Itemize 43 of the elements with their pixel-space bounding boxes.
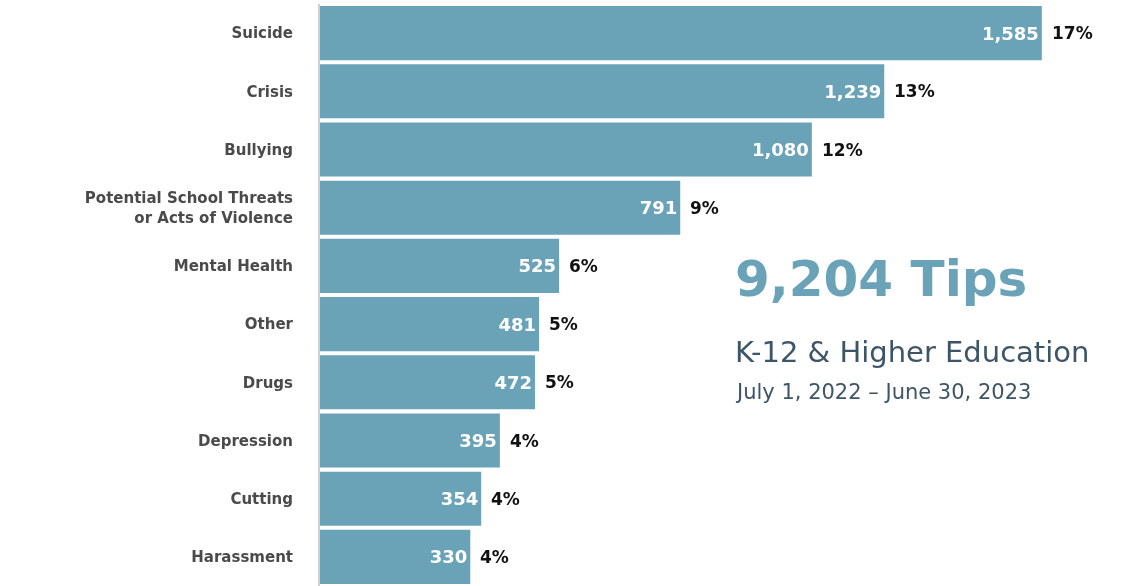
data-label: 1,080: [751, 139, 809, 160]
annotation: 4%: [491, 489, 520, 509]
annotation: 4%: [480, 547, 509, 567]
bar: [320, 413, 500, 468]
data-label: 330: [429, 546, 468, 568]
data-label: 525: [518, 255, 557, 277]
text: K-12 & Higher Education: [735, 335, 1090, 369]
annotation: 5%: [549, 314, 578, 334]
bar: [320, 6, 1042, 61]
y-tick-label: Suicide: [231, 24, 293, 43]
annotation: 5%: [545, 372, 574, 392]
bar: [320, 238, 560, 293]
text: 9,204 Tips: [735, 250, 1028, 308]
y-tick-label: Bullying: [224, 140, 293, 159]
bar: [320, 180, 681, 235]
annotation: 6%: [569, 256, 598, 276]
bar: [320, 122, 812, 177]
annotation: 13%: [894, 81, 935, 101]
bar: [320, 529, 471, 584]
annotation: 4%: [510, 431, 539, 451]
y-tick-label: Harassment: [191, 548, 293, 567]
annotation: July 1, 2022 – June 30, 2023: [735, 380, 1032, 404]
annotation: 9%: [690, 198, 719, 218]
bar: [320, 471, 482, 526]
y-tick-label: Depression: [198, 431, 293, 450]
y-tick-label: Drugs: [242, 373, 294, 392]
annotation: 17%: [1052, 23, 1093, 43]
bar: [320, 297, 540, 352]
data-label: 472: [494, 371, 532, 393]
bar: [320, 355, 535, 410]
y-tick-label: Cutting: [230, 489, 293, 508]
data-label: 395: [459, 430, 497, 451]
bar: [320, 64, 885, 119]
data-label: 791: [639, 197, 678, 219]
data-label: 1,585: [981, 22, 1039, 44]
y-tick-label: Other: [244, 315, 294, 334]
data-label: 354: [440, 488, 479, 510]
y-tick-label: Crisis: [246, 82, 294, 101]
data-label: 481: [498, 313, 537, 335]
y-tick-label: Mental Health: [173, 257, 293, 276]
data-label: 1,239: [824, 80, 882, 102]
annotation: 12%: [822, 140, 863, 160]
y-tick-label: Potential School Threats or Acts of Violence: [84, 189, 294, 227]
